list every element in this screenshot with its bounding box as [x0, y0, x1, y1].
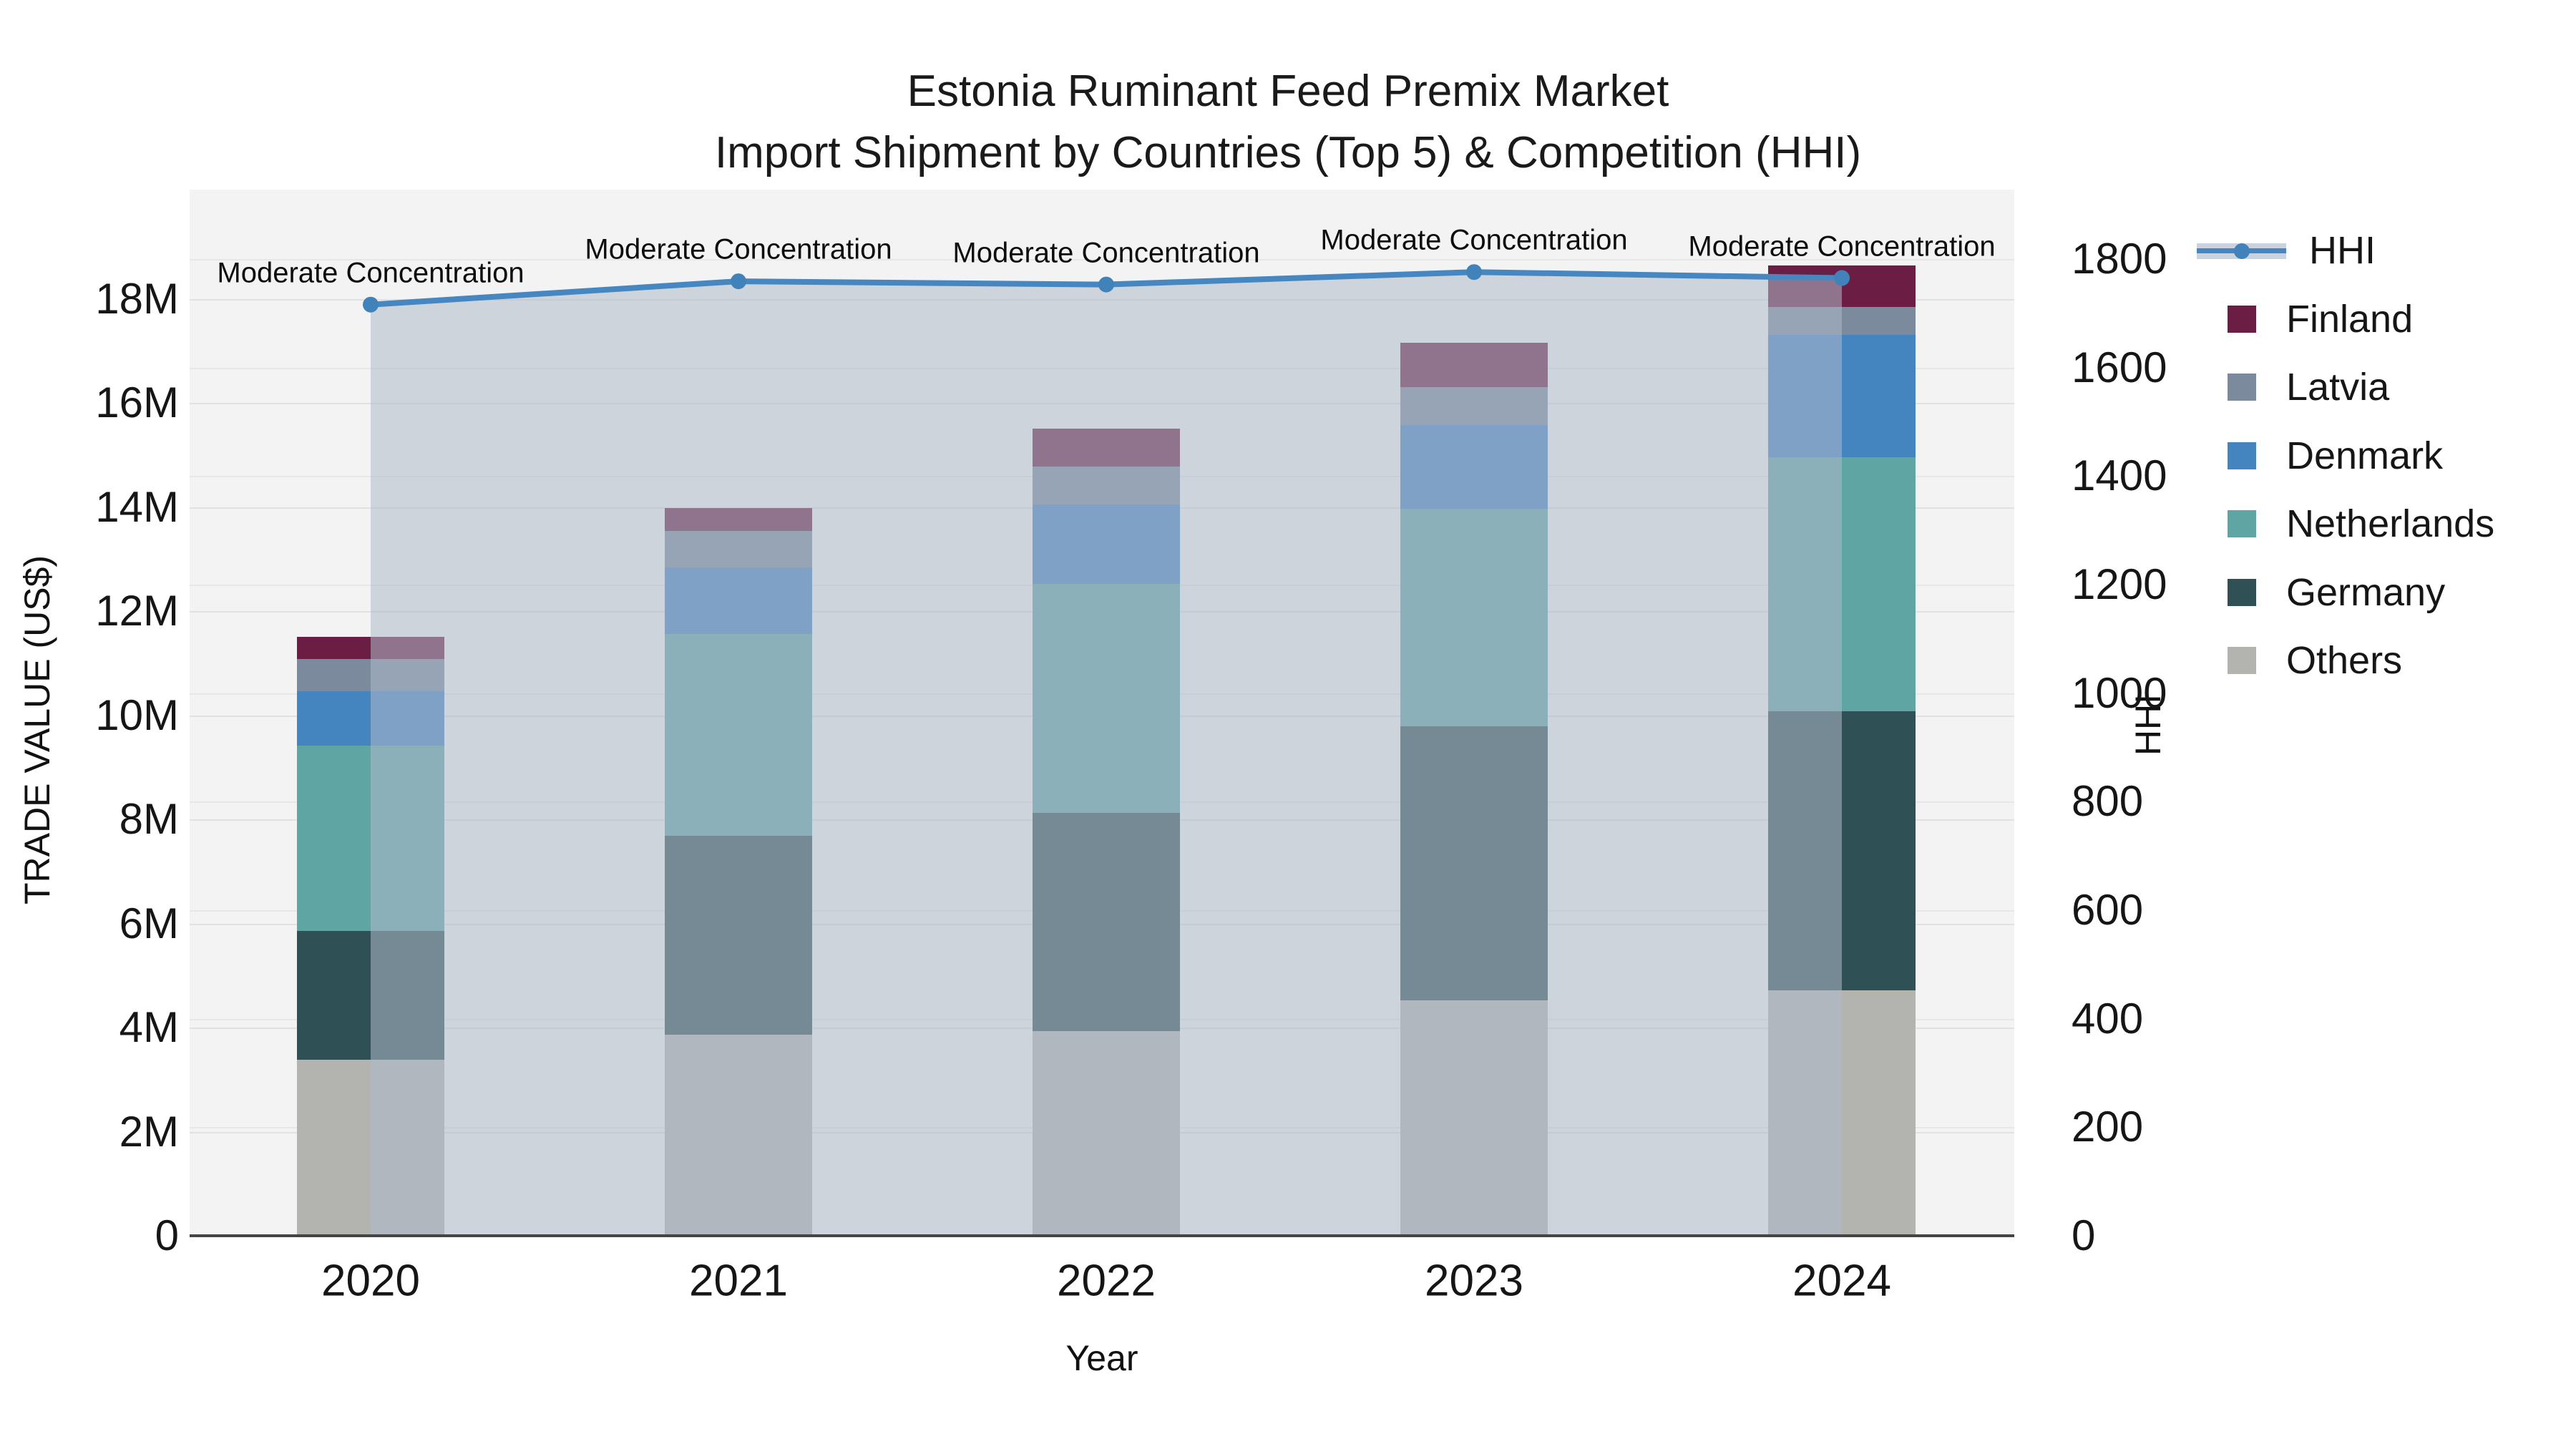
chart-subtitle: Import Shipment by Countries (Top 5) & C…: [714, 128, 1862, 177]
y2-axis-tick-label: 1400: [2072, 452, 2167, 500]
plot-area: Moderate Concentration Moderate Concentra…: [190, 190, 2014, 1236]
y-axis-tick-label: 8M: [119, 795, 179, 843]
legend-item-netherlands[interactable]: Netherlands: [2197, 502, 2569, 545]
annotation-moderate-concentration-2024: Moderate Concentration: [1688, 230, 1996, 263]
y2-axis-tick-label: 600: [2072, 886, 2144, 934]
hhi-marker-2024[interactable]: [1834, 270, 1850, 286]
legend-swatch-latvia: [2228, 374, 2256, 401]
annotation-moderate-concentration-2022: Moderate Concentration: [952, 237, 1260, 269]
y-axis-tick-label: 14M: [95, 482, 179, 531]
y2-axis-tick-label: 1000: [2072, 668, 2167, 717]
hhi-legend-sample-icon: [2197, 237, 2286, 264]
legend-swatch-netherlands: [2228, 510, 2256, 537]
y2-axis-tick-label: 800: [2072, 777, 2144, 826]
hhi-marker-2022[interactable]: [1098, 276, 1114, 293]
annotation-moderate-concentration-2021: Moderate Concentration: [585, 233, 892, 265]
legend-label: Germany: [2286, 570, 2446, 614]
x-axis-tick-label-2023: 2023: [1425, 1256, 1523, 1306]
legend-label: Latvia: [2286, 366, 2390, 409]
legend-swatch-others: [2228, 647, 2256, 674]
legend-item-germany[interactable]: Germany: [2197, 571, 2569, 614]
hhi-area: [371, 272, 1842, 1236]
annotation-moderate-concentration-2023: Moderate Concentration: [1320, 224, 1628, 256]
y-axis-tick-label: 16M: [95, 379, 179, 426]
y-axis-tick-label: 2M: [119, 1107, 179, 1156]
y2-axis-tick-label: 400: [2072, 994, 2144, 1043]
y2-axis-tick-label: 200: [2072, 1103, 2144, 1151]
chart-title: Estonia Ruminant Feed Premix Market: [907, 67, 1669, 116]
hhi-marker-2021[interactable]: [731, 273, 746, 290]
legend-label: Others: [2286, 639, 2403, 682]
legend-item-finland[interactable]: Finland: [2197, 298, 2569, 341]
legend-label: Finland: [2286, 297, 2414, 341]
x-axis-line: [190, 1234, 2014, 1237]
y2-axis-tick-label: 1600: [2072, 343, 2167, 391]
y-axis-tick-label: 0: [155, 1211, 179, 1259]
legend-swatch-denmark: [2228, 441, 2256, 469]
hhi-overlay: [363, 264, 1850, 1236]
legend-label: Netherlands: [2286, 502, 2495, 545]
gridline-right-axis: [190, 259, 2014, 260]
legend-item-latvia[interactable]: Latvia: [2197, 366, 2569, 409]
legend-item-denmark[interactable]: Denmark: [2197, 434, 2569, 477]
y-axis-tick-label: 6M: [119, 899, 179, 947]
hhi-marker-2023[interactable]: [1466, 264, 1482, 280]
y-axis-tick-label: 18M: [95, 274, 179, 323]
y2-axis-tick-label: 1200: [2072, 560, 2167, 608]
x-axis-tick-label-2022: 2022: [1057, 1256, 1156, 1306]
y-axis-tick-label: 12M: [95, 587, 179, 635]
x-axis-title: Year: [1065, 1338, 1138, 1378]
legend-item-others[interactable]: Others: [2197, 639, 2569, 682]
y-axis-tick-label: 4M: [119, 1003, 179, 1051]
legend-swatch-finland: [2228, 305, 2256, 333]
hhi-marker-sample: [2234, 243, 2250, 259]
legend-swatch-germany: [2228, 578, 2256, 606]
hhi-marker-2020[interactable]: [363, 296, 379, 313]
x-axis-tick-label-2020: 2020: [321, 1256, 420, 1306]
legend-label: Denmark: [2286, 434, 2444, 477]
x-axis-tick-label-2024: 2024: [1792, 1256, 1891, 1306]
x-axis-tick-label-2021: 2021: [689, 1256, 788, 1306]
legend-label: HHI: [2309, 229, 2376, 272]
legend-item-hhi[interactable]: HHI: [2197, 229, 2569, 272]
y2-axis-tick-label: 1800: [2072, 235, 2167, 283]
y2-axis-tick-label: 0: [2072, 1211, 2096, 1259]
annotation-moderate-concentration-2020: Moderate Concentration: [217, 257, 525, 289]
y-axis-tick-label: 10M: [95, 691, 179, 739]
